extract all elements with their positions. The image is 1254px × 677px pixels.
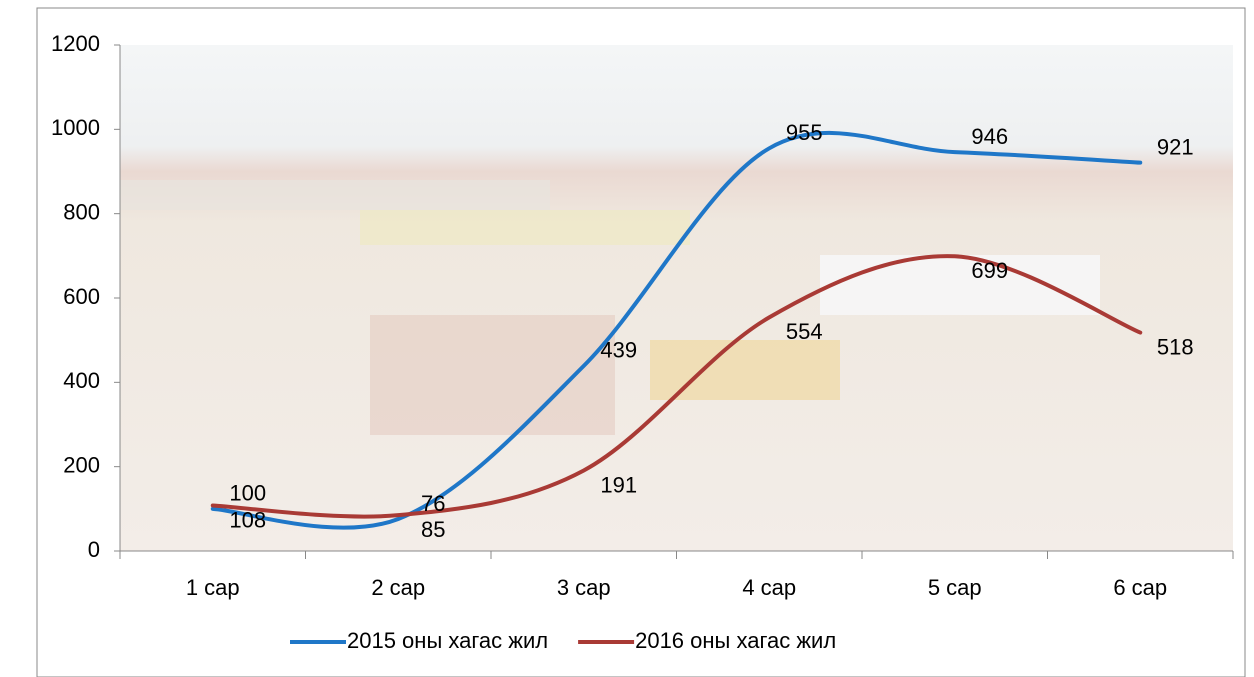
x-tick-label: 5 сар xyxy=(928,575,982,600)
data-label: 699 xyxy=(971,258,1008,283)
data-label: 554 xyxy=(786,319,823,344)
x-tick-label: 1 сар xyxy=(186,575,240,600)
background-cargo xyxy=(820,255,1100,315)
background-trucks xyxy=(360,210,690,245)
legend-label: 2016 оны хагас жил xyxy=(635,628,836,653)
data-label: 946 xyxy=(971,124,1008,149)
y-tick-label: 200 xyxy=(63,452,100,477)
y-tick-label: 0 xyxy=(88,537,100,562)
x-tick-label: 4 сар xyxy=(742,575,796,600)
data-label: 108 xyxy=(229,507,266,532)
y-tick-label: 1000 xyxy=(51,115,100,140)
y-tick-label: 400 xyxy=(63,368,100,393)
data-label: 439 xyxy=(600,338,637,363)
y-tick-label: 800 xyxy=(63,199,100,224)
data-label: 85 xyxy=(421,517,445,542)
chart: 0 200 400 600 800 1000 1200 1 сар 2 сар 3 сар 4 са… xyxy=(0,0,1254,677)
y-tick-label: 1200 xyxy=(51,31,100,56)
background-building xyxy=(120,180,550,210)
data-label: 191 xyxy=(600,472,637,497)
x-tick-label: 2 сар xyxy=(371,575,425,600)
legend-label: 2015 оны хагас жил xyxy=(347,628,548,653)
data-label: 76 xyxy=(421,491,445,516)
background-trailer xyxy=(370,315,615,435)
data-label: 955 xyxy=(786,120,823,145)
data-label: 518 xyxy=(1157,334,1194,359)
x-tick-label: 6 сар xyxy=(1113,575,1167,600)
data-label: 100 xyxy=(229,481,266,506)
x-tick-label: 3 сар xyxy=(557,575,611,600)
y-tick-label: 600 xyxy=(63,284,100,309)
data-label: 921 xyxy=(1157,134,1194,159)
